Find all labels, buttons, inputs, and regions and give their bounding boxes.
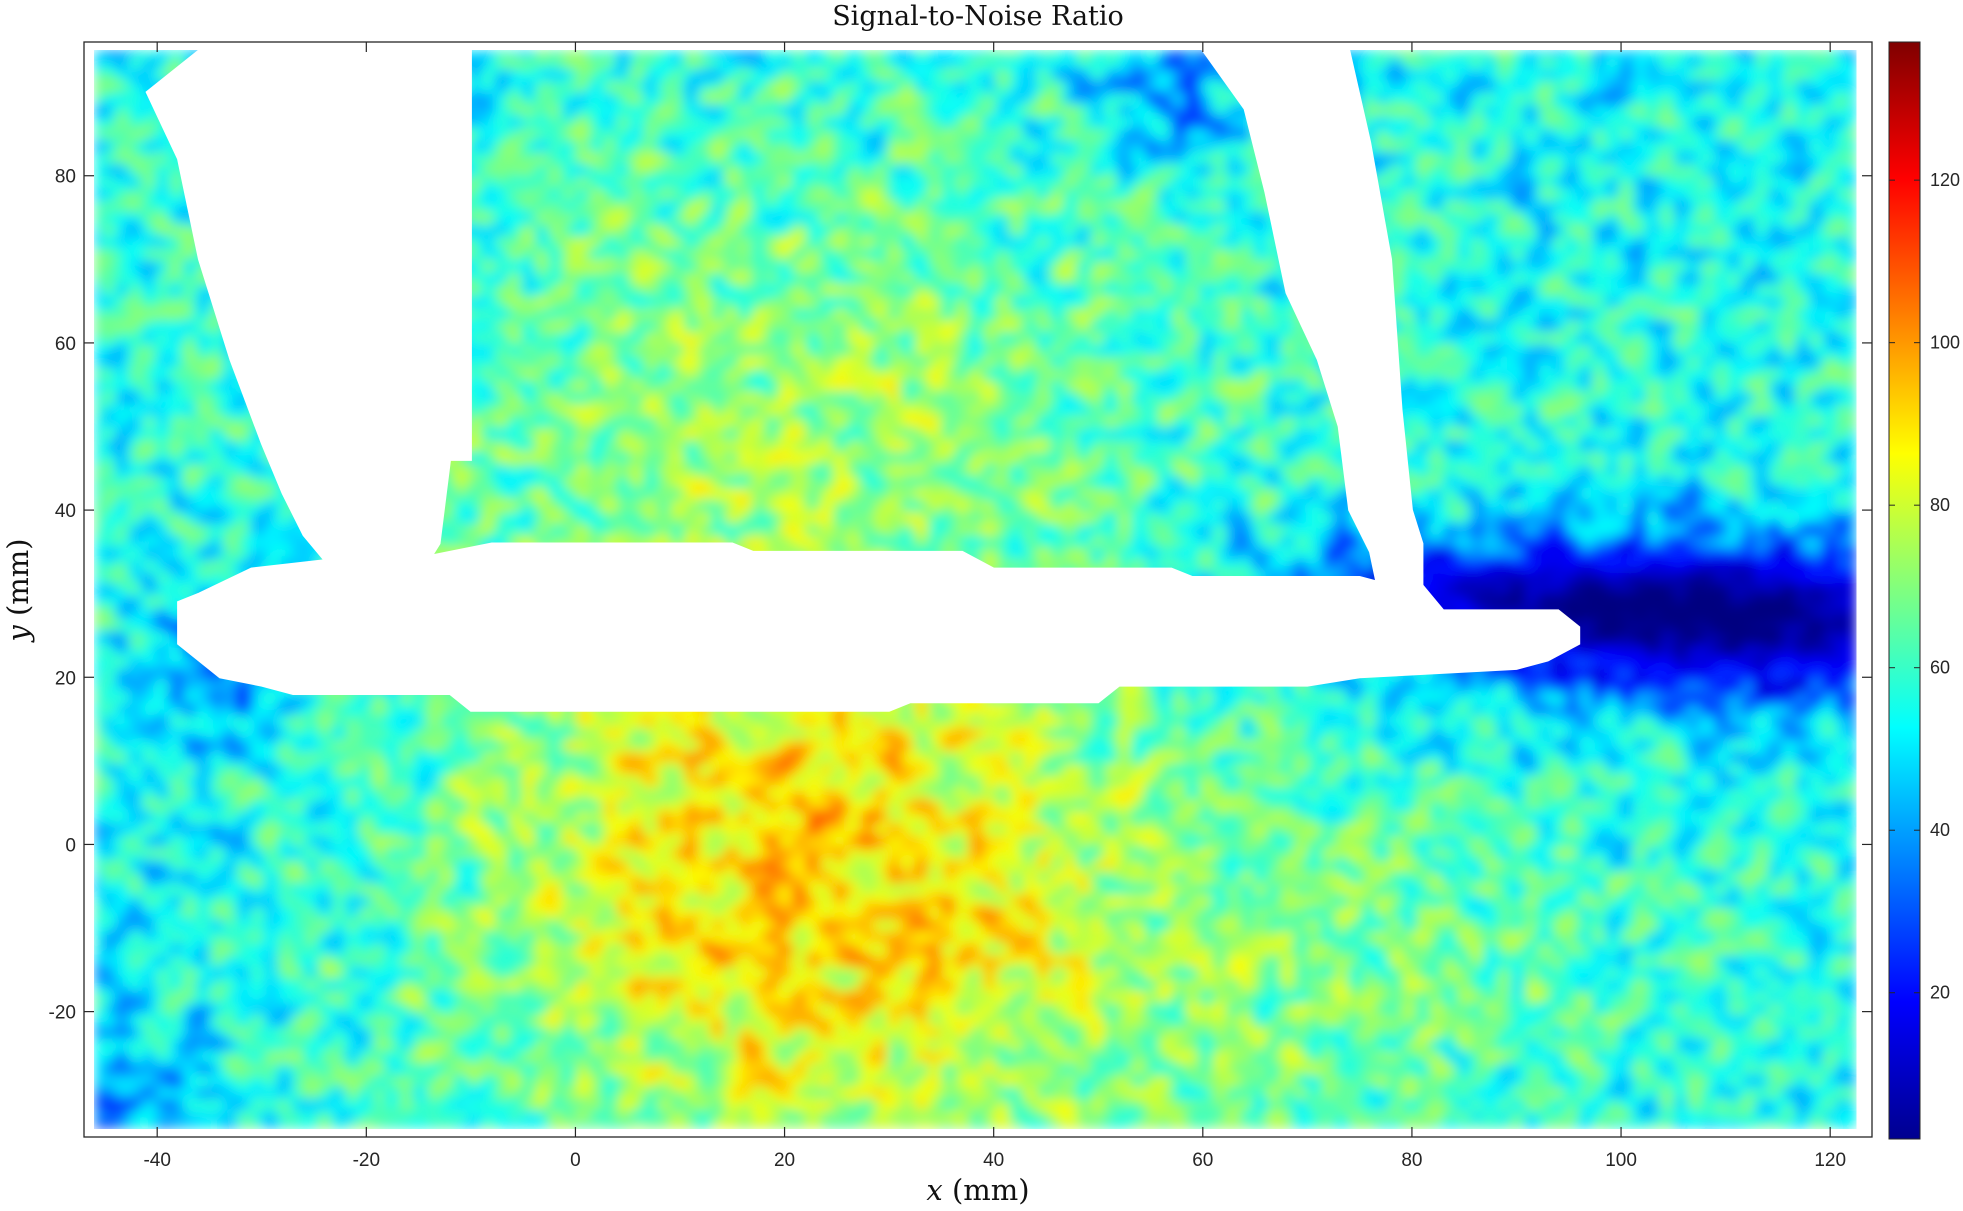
plot-area (94, 49, 1857, 1129)
colorbar-tick-label: 80 (1930, 495, 1950, 515)
x-tick-label: 20 (774, 1150, 795, 1171)
x-tick-label: -20 (353, 1150, 380, 1171)
y-tick-label: 60 (55, 334, 76, 355)
colorbar: 20 40 60 80 100 120 (1888, 41, 1960, 1140)
colorbar-bar (1888, 41, 1921, 1140)
x-tick-label: 0 (570, 1150, 581, 1171)
masked-region-3 (1200, 49, 1424, 603)
x-axis-ticks: -40 -20 0 20 40 60 80 100 120 (143, 42, 1846, 1171)
x-axis-label-unit: (mm) (943, 1173, 1030, 1207)
y-tick-label: 20 (55, 668, 76, 689)
colorbar-tick-label: 20 (1930, 983, 1950, 1003)
y-axis-label-var: y (1, 625, 35, 644)
masked-regions (145, 49, 1581, 712)
x-axis-label-var: x (926, 1173, 942, 1207)
y-axis-ticks: -20 0 20 40 60 80 (49, 167, 1872, 1024)
x-tick-label: -40 (143, 1150, 170, 1171)
colorbar-ticks: 20 40 60 80 100 120 (1889, 170, 1960, 1003)
x-axis-label: x (mm) (926, 1173, 1029, 1207)
y-tick-label: 0 (65, 835, 76, 856)
y-tick-label: -20 (49, 1003, 76, 1024)
x-tick-label: 40 (983, 1150, 1004, 1171)
chart-title: Signal-to-Noise Ratio (832, 1, 1124, 32)
colorbar-tick-label: 40 (1930, 820, 1950, 840)
colorbar-tick-label: 100 (1930, 333, 1960, 353)
colorbar-tick-label: 60 (1930, 658, 1950, 678)
y-axis-label-unit: (mm) (1, 538, 35, 625)
y-tick-label: 80 (55, 167, 76, 188)
colorbar-tick-label: 120 (1930, 170, 1960, 190)
plot-frame (83, 41, 1873, 1138)
x-tick-label: 100 (1605, 1150, 1637, 1171)
x-tick-label: 120 (1814, 1150, 1846, 1171)
x-tick-label: 80 (1401, 1150, 1422, 1171)
masked-region-1 (145, 49, 472, 562)
x-tick-label: 60 (1192, 1150, 1213, 1171)
y-tick-label: 40 (55, 501, 76, 522)
masked-region-2 (177, 542, 1581, 712)
y-axis-label: y (mm) (1, 538, 35, 643)
